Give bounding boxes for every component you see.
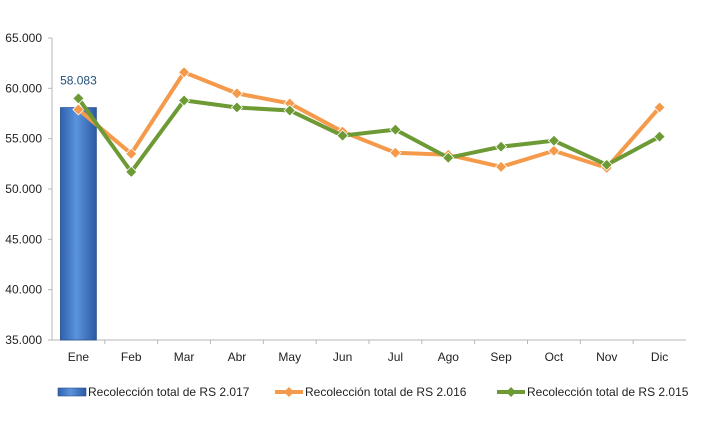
legend-label: Recolección total de RS 2.015 xyxy=(527,385,689,399)
legend-label: Recolección total de RS 2.017 xyxy=(88,385,250,399)
x-tick-label: Mar xyxy=(174,350,195,364)
x-tick-label: Dic xyxy=(651,350,668,364)
series-point xyxy=(72,103,85,116)
bar-data-label: 58.083 xyxy=(60,74,97,88)
bar xyxy=(60,107,97,341)
x-tick-label: Feb xyxy=(121,350,142,364)
x-tick-label: Jun xyxy=(333,350,352,364)
x-tick-label: Ene xyxy=(68,350,90,364)
series-point xyxy=(600,158,613,171)
legend-swatch xyxy=(57,387,87,397)
series-point xyxy=(653,130,666,143)
y-tick-label: 45.000 xyxy=(5,232,42,246)
series-point xyxy=(389,146,402,159)
y-axis-ticks: 35.000 40.000 45.000 50.000 55.000 60.000 65.0… xyxy=(5,31,52,347)
series-point xyxy=(230,87,243,100)
y-tick-label: 40.000 xyxy=(5,283,42,297)
series-point xyxy=(495,160,508,173)
legend-swatch-marker xyxy=(284,387,294,397)
series-point xyxy=(283,104,296,117)
y-tick-label: 55.000 xyxy=(5,132,42,146)
x-tick-label: Oct xyxy=(545,350,564,364)
legend: Recolección total de RS 2.017 Recolección… xyxy=(57,385,689,399)
y-tick-label: 60.000 xyxy=(5,81,42,95)
y-tick-label: 65.000 xyxy=(5,31,42,45)
x-axis-ticks: Ene Feb Mar Abr May Jun Jul Ago Sep Oct Nov Dic xyxy=(68,340,668,364)
series-point xyxy=(336,129,349,142)
x-tick-label: Sep xyxy=(490,350,512,364)
bar-series: 58.083 xyxy=(60,74,97,341)
series-point xyxy=(178,94,191,107)
series-point xyxy=(653,101,666,114)
series-point xyxy=(72,92,85,105)
x-tick-label: Nov xyxy=(596,350,617,364)
x-tick-label: May xyxy=(278,350,301,364)
series-point xyxy=(230,101,243,114)
series-point xyxy=(125,165,138,178)
x-tick-label: Jul xyxy=(388,350,403,364)
series-point xyxy=(178,66,191,79)
x-tick-label: Abr xyxy=(228,350,247,364)
line-series xyxy=(72,66,666,178)
series-point xyxy=(389,123,402,136)
series-line xyxy=(76,70,662,170)
series-line xyxy=(76,96,662,174)
series-point xyxy=(125,147,138,160)
x-tick-label: Ago xyxy=(438,350,460,364)
y-tick-label: 35.000 xyxy=(5,333,42,347)
series-point xyxy=(442,151,455,164)
legend-label: Recolección total de RS 2.016 xyxy=(305,385,467,399)
series-point xyxy=(547,134,560,147)
legend-swatch-marker xyxy=(506,387,516,397)
series-point xyxy=(547,144,560,157)
series-point xyxy=(495,140,508,153)
y-tick-label: 50.000 xyxy=(5,182,42,196)
